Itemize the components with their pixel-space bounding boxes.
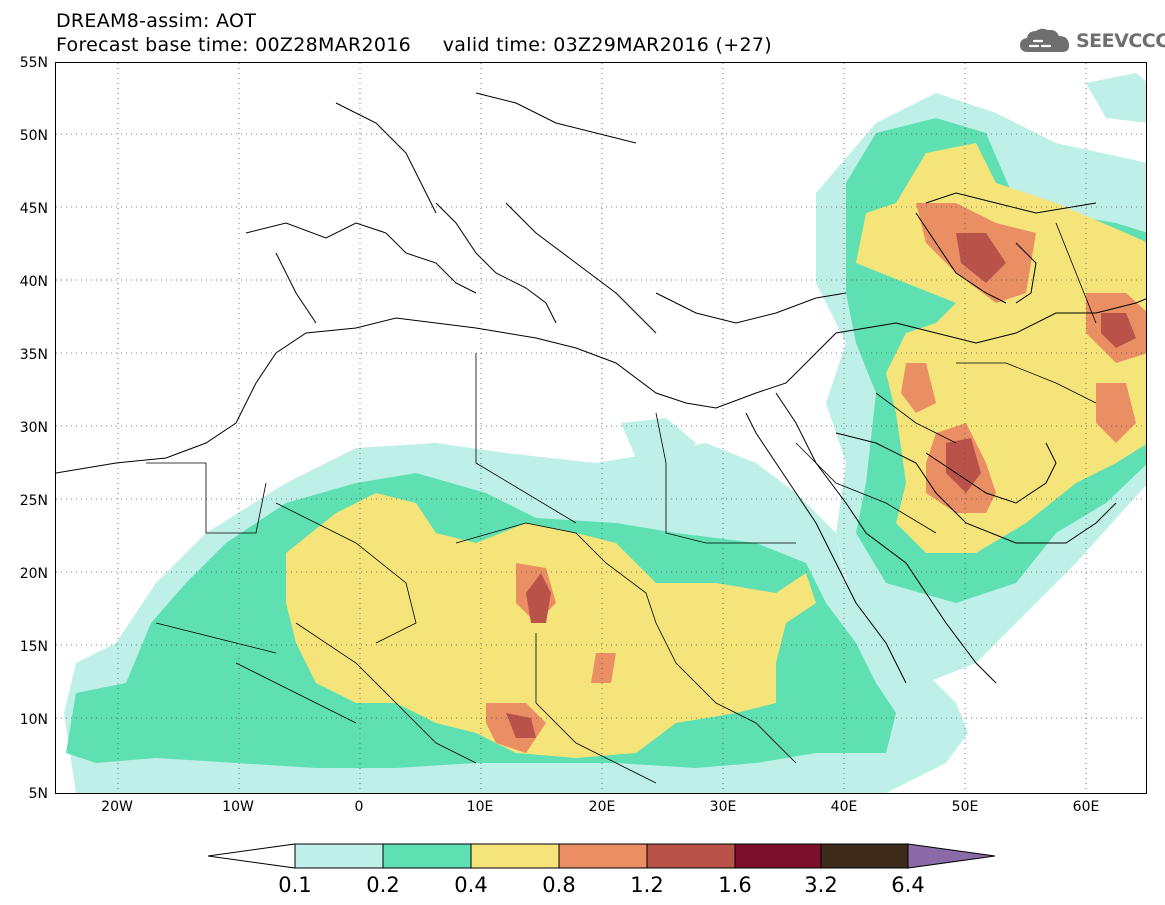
lat-label-55n: 55N (19, 55, 48, 71)
colorbar-tick-0.8: 0.8 (542, 873, 576, 897)
colorbar-segment-7 (820, 843, 909, 869)
lat-label-40n: 40N (19, 274, 48, 290)
colorbar-tick-1.2: 1.2 (630, 873, 664, 897)
colorbar-segment-4 (558, 843, 648, 869)
borders (146, 222, 1097, 784)
lat-label-25n: 25N (19, 493, 48, 509)
graticule (56, 63, 1146, 793)
lon-label-20e: 20E (588, 799, 616, 815)
colorbar-segment-3 (470, 843, 560, 869)
aot-shading (64, 73, 1146, 793)
lat-label-50n: 50N (19, 128, 48, 144)
lon-label-50e: 50E (951, 799, 979, 815)
colorbar-tick-1.6: 1.6 (718, 873, 752, 897)
colorbar-tick-0.1: 0.1 (278, 873, 312, 897)
cloud-icon (1020, 28, 1070, 52)
colorbar-segment-5 (646, 843, 736, 869)
map-title: DREAM8-assim: AOT (56, 10, 257, 32)
colorbar-segment-1 (294, 843, 384, 869)
lon-label-10e: 10E (466, 799, 494, 815)
lon-label-10w: 10W (222, 799, 254, 815)
lat-label-10n: 10N (19, 712, 48, 728)
colorbar-tick-3.2: 3.2 (804, 873, 838, 897)
lat-label-35n: 35N (19, 347, 48, 363)
forecast-time-line: Forecast base time: 00Z28MAR2016 valid t… (56, 34, 772, 56)
lat-label-5n: 5N (28, 786, 48, 802)
seevccc-logo: SEEVCCC (1018, 26, 1165, 56)
lat-label-15n: 15N (19, 639, 48, 655)
lon-label-20w: 20W (101, 799, 133, 815)
lat-label-45n: 45N (19, 201, 48, 217)
coastlines (56, 92, 1146, 684)
colorbar-over-triangle (907, 843, 996, 869)
colorbar-segment-6 (734, 843, 822, 869)
colorbar (207, 843, 996, 869)
colorbar-tick-0.4: 0.4 (454, 873, 488, 897)
lat-label-20n: 20N (19, 566, 48, 582)
colorbar-under-triangle (207, 843, 296, 869)
aot-map (56, 63, 1146, 793)
lon-label-0: 0 (354, 799, 364, 815)
lon-label-60e: 60E (1072, 799, 1100, 815)
colorbar-segment-2 (382, 843, 472, 869)
colorbar-tick-0.2: 0.2 (366, 873, 400, 897)
logo-text: SEEVCCC (1076, 30, 1165, 52)
colorbar-tick-6.4: 6.4 (891, 873, 925, 897)
lat-label-30n: 30N (19, 420, 48, 436)
lon-label-30e: 30E (709, 799, 737, 815)
lon-label-40e: 40E (830, 799, 858, 815)
map-panel (55, 62, 1147, 794)
aot-band-1.2 (506, 233, 1136, 738)
aot-band-0.8 (486, 203, 1146, 753)
